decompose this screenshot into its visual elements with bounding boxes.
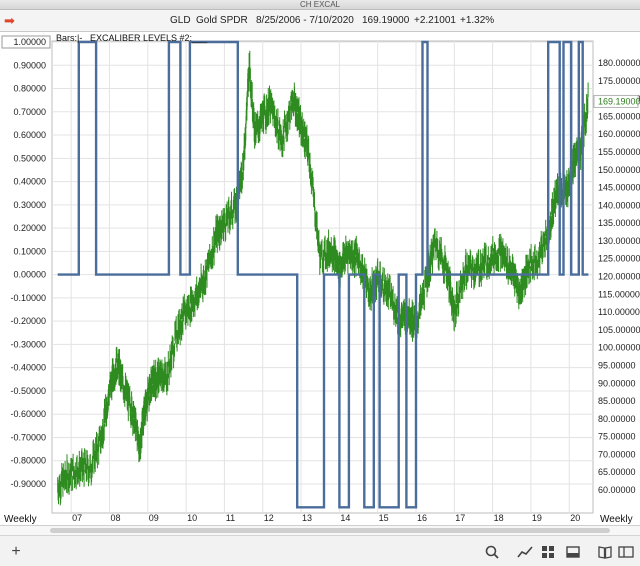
x-axis-tick-label: 18	[494, 513, 504, 523]
left-axis-tick-label: 1.00000	[13, 37, 46, 47]
add-icon[interactable]: +	[11, 543, 21, 560]
right-axis-tick-label: 60.00000	[598, 485, 636, 495]
price-chart[interactable]: 1.00000 0.90000 0.80000 0.70000 0.60000 0.500…	[0, 32, 640, 525]
left-axis-tick-label: 0.70000	[13, 107, 46, 117]
left-axis-tick-label: -0.40000	[10, 363, 46, 373]
interval-left[interactable]: Weekly	[4, 514, 37, 525]
right-axis-tick-label: 120.00000	[598, 272, 640, 282]
right-axis-tick-label: 175.00000	[598, 76, 640, 86]
left-axis-tick-label: 0.80000	[13, 84, 46, 94]
symbol-name: Gold SPDR	[196, 15, 248, 26]
left-axis-tick-label: -0.90000	[10, 479, 46, 489]
forward-arrow-icon[interactable]: ➡	[4, 13, 15, 28]
x-axis-tick-label: 08	[110, 513, 120, 523]
interval-right[interactable]: Weekly	[600, 514, 633, 525]
left-axis-current-box	[1, 35, 51, 49]
right-axis-tick-label: 115.00000	[598, 289, 640, 299]
search-icon[interactable]	[484, 544, 500, 560]
left-axis-tick-label: -0.80000	[10, 456, 46, 466]
scroll-thumb[interactable]	[50, 528, 610, 533]
right-axis-tick-label: 80.00000	[598, 414, 636, 424]
right-axis-tick-label: 135.00000	[598, 218, 640, 228]
right-axis-tick-label: 75.00000	[598, 432, 636, 442]
bars-label: Bars:|-	[56, 33, 83, 43]
right-axis-tick-label: 155.00000	[598, 147, 640, 157]
left-axis-tick-label: 0.30000	[13, 200, 46, 210]
x-axis-tick-label: 09	[149, 513, 159, 523]
left-axis-tick-label: -0.20000	[10, 316, 46, 326]
left-axis-tick-label: -0.10000	[10, 293, 46, 303]
left-axis-tick-label: -0.30000	[10, 339, 46, 349]
right-axis-tick-label: 110.00000	[598, 307, 640, 317]
x-axis-tick-label: 10	[187, 513, 197, 523]
left-axis-tick-label: 0.50000	[13, 153, 46, 163]
left-axis-tick-label: 0.00000	[13, 270, 46, 280]
x-axis-tick-label: 19	[532, 513, 542, 523]
right-axis-tick-label: 105.00000	[598, 325, 640, 335]
line-chart-icon[interactable]	[517, 544, 533, 560]
right-axis-tick-label: 95.00000	[598, 360, 636, 370]
right-axis-tick-label: 150.00000	[598, 165, 640, 175]
grid-layout-icon[interactable]	[540, 544, 556, 560]
excaliber-levels-series	[57, 40, 589, 509]
right-axis-tick-label: 85.00000	[598, 396, 636, 406]
list-view-icon[interactable]	[618, 544, 634, 560]
left-axis-tick-label: 0.90000	[13, 60, 46, 70]
x-axis-tick-label: 13	[302, 513, 312, 523]
chart-area[interactable]: 1.00000 0.90000 0.80000 0.70000 0.60000 0.500…	[0, 32, 640, 525]
price-change-pct: +1.32%	[460, 15, 495, 26]
bottom-toolbar: +	[0, 535, 640, 566]
horizontal-scrollbar[interactable]	[0, 525, 640, 535]
x-axis-tick-label: 14	[340, 513, 350, 523]
window-title: CH EXCAL	[0, 0, 640, 10]
right-axis-tick-label: 130.00000	[598, 236, 640, 246]
x-axis-tick-label: 20	[570, 513, 580, 523]
left-axis-tick-label: -0.60000	[10, 409, 46, 419]
left-axis-tick-label: 0.60000	[13, 130, 46, 140]
symbol-info-bar: ➡ GLD Gold SPDR 8/25/2006 - 7/10/2020 16…	[0, 10, 640, 32]
right-axis-tick-label: 125.00000	[598, 254, 640, 264]
last-price-box	[593, 94, 639, 108]
right-axis-tick-label: 145.00000	[598, 183, 640, 193]
right-axis-tick-label: 90.00000	[598, 378, 636, 388]
price-change: +2.21001	[414, 15, 456, 26]
right-axis-tick-label: 160.00000	[598, 129, 640, 139]
panel-icon[interactable]	[565, 544, 581, 560]
right-axis-tick-label: 180.00000	[598, 58, 640, 68]
x-axis-tick-label: 15	[379, 513, 389, 523]
x-axis-tick-label: 12	[264, 513, 274, 523]
last-price: 169.19000	[362, 15, 410, 26]
book-icon[interactable]	[597, 544, 613, 560]
right-axis-tick-label: 70.00000	[598, 449, 636, 459]
right-axis-tick-label: 165.00000	[598, 111, 640, 121]
x-axis-tick-label: 07	[72, 513, 82, 523]
left-axis-tick-label: -0.70000	[10, 432, 46, 442]
indicator-label: EXCALIBER LEVELS #2:___	[90, 33, 208, 43]
x-axis-tick-label: 17	[455, 513, 465, 523]
right-axis-tick-label: 100.00000	[598, 343, 640, 353]
x-axis-tick-label: 16	[417, 513, 427, 523]
left-axis-tick-label: 0.10000	[13, 246, 46, 256]
left-axis-tick-label: 0.20000	[13, 223, 46, 233]
symbol: GLD	[170, 15, 191, 26]
left-axis-tick-label: 0.40000	[13, 177, 46, 187]
right-axis-tick-label: 140.00000	[598, 200, 640, 210]
date-range: 8/25/2006 - 7/10/2020	[256, 15, 354, 26]
x-axis-tick-label: 11	[226, 513, 235, 523]
last-price-label: 169.19000	[598, 96, 640, 106]
right-axis-tick-label: 65.00000	[598, 467, 636, 477]
left-axis-tick-label: -0.50000	[10, 386, 46, 396]
